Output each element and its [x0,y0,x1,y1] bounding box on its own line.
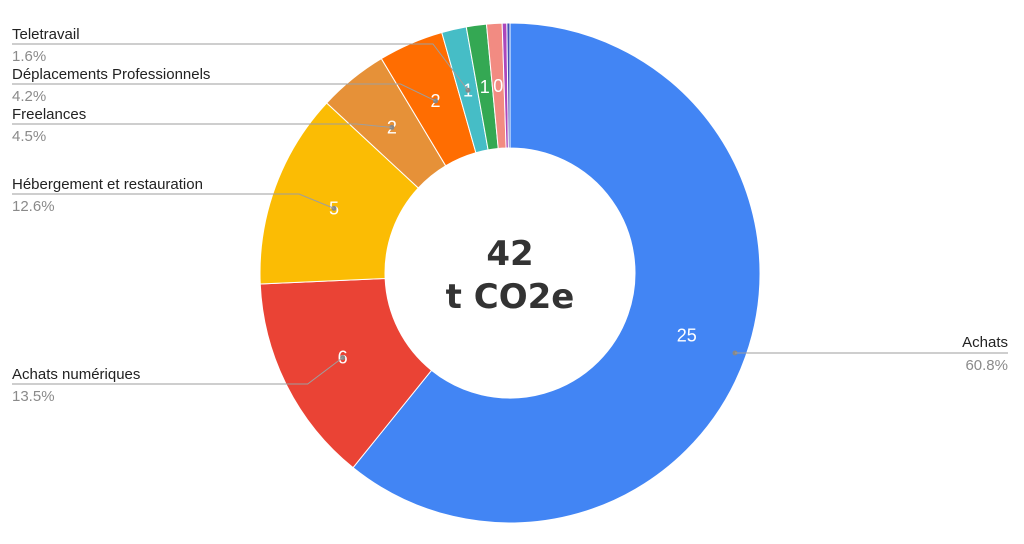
slice-percent-label: 1.6% [12,48,46,65]
slice-percent-label: 4.2% [12,88,46,105]
slice-percent-label: 4.5% [12,128,46,145]
slice-value-label: 0 [493,76,503,96]
slice-percent-label: 12.6% [12,198,55,215]
slice-value-label: 1 [480,77,490,97]
slice-achats-numeriques [259,277,433,469]
slice-percent-label: 13.5% [12,388,55,405]
slice-name-label: Teletravail [12,26,80,43]
slice-percent-label: 60.8% [965,357,1008,374]
center-total-value: 42 [486,234,533,274]
slice-name-label: Achats numériques [12,366,140,383]
outer-labels-group: Achats 60.8% Achats numériques 13.5% Héberge… [12,26,1008,405]
slices-group [259,22,761,524]
slice-slice-9 [506,22,511,149]
slice-hebergement-et-restauration [259,102,420,285]
slice-achats [352,22,761,524]
leader-line [12,43,469,91]
leader-line [12,123,392,128]
leader-line [12,193,335,209]
slice-name-label: Déplacements Professionnels [12,66,210,83]
leader-dot [389,124,395,130]
slice-name-label: Hébergement et restauration [12,176,203,193]
slice-name-label: Achats [962,334,1008,351]
leader-lines-group [12,43,1008,385]
center-total-unit: t CO2e [446,277,575,317]
leader-line [12,357,343,385]
leader-line [12,83,436,102]
slice-value-label: 25 [677,325,697,345]
slice-name-label: Freelances [12,106,86,123]
